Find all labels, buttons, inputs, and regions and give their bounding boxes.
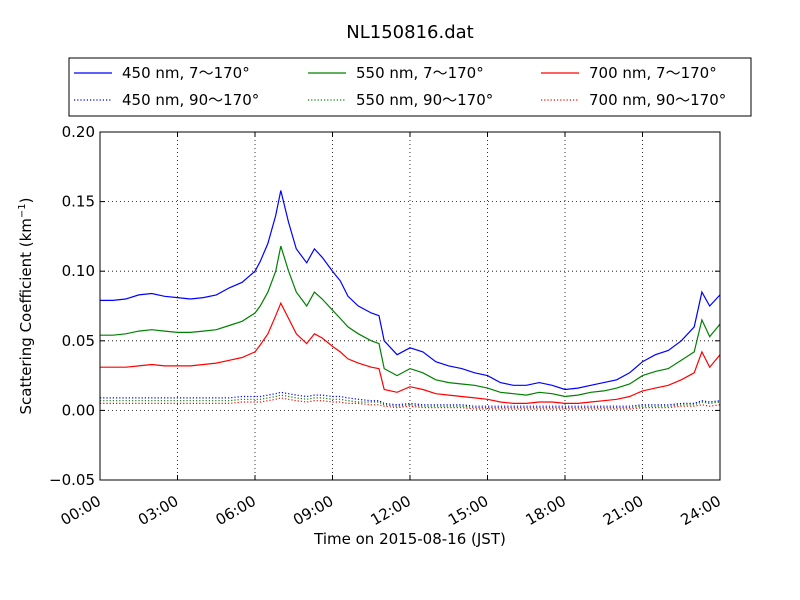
x-tick-label: 24:00	[678, 492, 724, 529]
y-tick-label: 0.10	[62, 262, 95, 280]
y-tick-label: 0.15	[62, 193, 95, 211]
x-tick-label: 09:00	[290, 492, 336, 529]
series-line-4	[100, 394, 721, 409]
legend-label-2: 700 nm, 7～170°	[589, 64, 717, 82]
y-tick-label: 0.20	[62, 123, 95, 141]
x-tick-label: 12:00	[368, 492, 414, 529]
legend-label-0: 450 nm, 7～170°	[122, 64, 250, 82]
x-tick-label: 00:00	[58, 492, 104, 529]
legend-label-3: 450 nm, 90～170°	[122, 91, 259, 109]
y-axis-label-sup: −1	[17, 203, 28, 218]
series-line-2	[100, 301, 721, 404]
chart-title: NL150816.dat	[346, 22, 473, 43]
series-line-5	[100, 397, 721, 410]
x-axis-label: Time on 2015-08-16 (JST)	[313, 530, 506, 548]
series-group	[100, 190, 721, 410]
y-axis-label: Scattering Coefficient (km−1)	[17, 197, 35, 414]
grid	[100, 132, 720, 480]
legend-label-5: 700 nm, 90～170°	[589, 91, 726, 109]
x-tick-label: 18:00	[523, 492, 569, 529]
y-tick-label: 0.00	[62, 401, 95, 419]
x-tick-label: 06:00	[213, 492, 259, 529]
series-line-1	[100, 245, 721, 398]
x-tick-label: 15:00	[445, 492, 491, 529]
series-line-3	[100, 391, 721, 407]
legend-frame	[68, 57, 752, 117]
legend-label-4: 550 nm, 90～170°	[356, 91, 493, 109]
x-tick-label: 21:00	[600, 492, 646, 529]
y-tick-label: −0.05	[49, 471, 95, 489]
legend-label-1: 550 nm, 7～170°	[356, 64, 484, 82]
series-line-0	[100, 190, 721, 391]
plot-background	[100, 132, 720, 480]
legend: 450 nm, 7～170° 550 nm, 7～170° 700 nm, 7～17…	[68, 57, 752, 117]
y-tick-label: 0.05	[62, 332, 95, 350]
y-axis-label-main: Scattering Coefficient (km	[17, 218, 35, 414]
plot-area: 00:00 03:00 06:00 09:00 12:00 15:00 18:00 21:00…	[49, 123, 724, 529]
y-axis-label-end: )	[17, 197, 35, 203]
x-tick-label: 03:00	[135, 492, 181, 529]
